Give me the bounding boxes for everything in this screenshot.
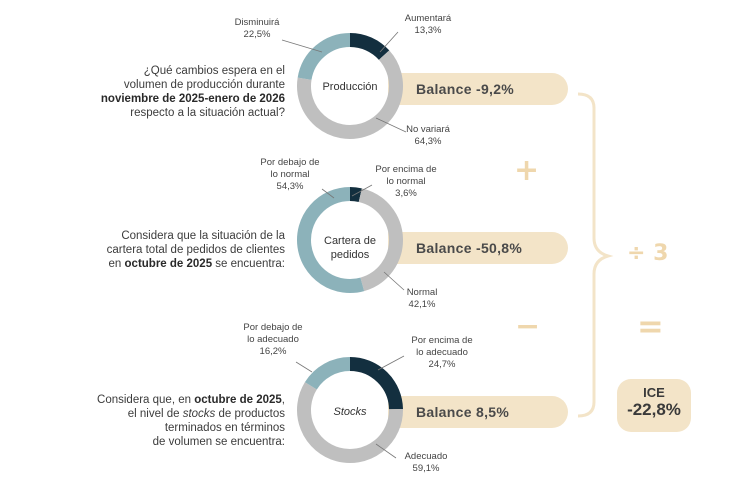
label-normal: Normal 42,1% bbox=[406, 287, 438, 310]
ice-value: -22,8% bbox=[627, 400, 681, 419]
ice-title: ICE bbox=[643, 385, 665, 400]
donut-center-cartera: Cartera de pedidos bbox=[324, 235, 376, 261]
label-encima-adecuado: Por encima de lo adecuado 24,7% bbox=[411, 335, 473, 370]
donut-slice bbox=[358, 188, 403, 292]
label-disminuira: Disminuirá 22,5% bbox=[234, 17, 280, 40]
question-line: cartera total de pedidos de clientes bbox=[106, 244, 285, 256]
question-stocks: Considera que, en octubre de 2025, el niv… bbox=[5, 393, 285, 449]
question-line: ¿Qué cambios espera en el bbox=[143, 65, 285, 77]
leader-line bbox=[321, 188, 335, 199]
leader-line bbox=[375, 117, 407, 133]
donut-slice bbox=[297, 382, 403, 463]
question-line: volumen de producción durante bbox=[123, 79, 285, 91]
question-line: en octubre de 2025 se encuentra: bbox=[108, 258, 285, 270]
label-debajo-adecuado: Por debajo de lo adecuado 16,2% bbox=[243, 322, 303, 357]
leader-line bbox=[351, 184, 373, 197]
equals-sign: = bbox=[637, 307, 664, 345]
label-debajo-normal: Por debajo de lo normal 54,3% bbox=[260, 157, 320, 192]
plus-sign: + bbox=[514, 153, 540, 188]
minus-sign: − bbox=[515, 309, 541, 344]
divide-sign: ÷ 3 bbox=[627, 241, 669, 266]
donut-slice bbox=[304, 357, 351, 390]
balance-bar-cartera: Balance -50,8% bbox=[388, 232, 568, 264]
leader-line bbox=[375, 443, 397, 459]
donut-slice bbox=[297, 33, 351, 81]
question-line: noviembre de 2025-enero de 2026 bbox=[100, 93, 285, 105]
label-aumentara: Aumentará 13,3% bbox=[404, 13, 452, 36]
leader-line bbox=[383, 271, 405, 291]
question-line: Considera que, en octubre de 2025, bbox=[97, 394, 285, 406]
donut-slice bbox=[349, 357, 403, 410]
balance-text: Balance 8,5% bbox=[416, 404, 510, 420]
leader-line bbox=[377, 355, 405, 371]
donut-center-stocks: Stocks bbox=[333, 406, 367, 418]
question-line: respecto a la situación actual? bbox=[130, 107, 285, 119]
question-cartera: Considera que la situación de la cartera … bbox=[5, 229, 285, 271]
leader-line bbox=[295, 361, 313, 373]
question-line: de volumen se encuentra: bbox=[152, 436, 285, 448]
balance-bar-produccion: Balance -9,2% bbox=[388, 73, 568, 105]
question-produccion: ¿Qué cambios espera en el volumen de prod… bbox=[5, 64, 285, 120]
question-line: el nivel de stocks de productos bbox=[127, 408, 285, 420]
label-encima-normal: Por encima de lo normal 3,6% bbox=[375, 164, 437, 199]
question-line: terminados en términos bbox=[164, 422, 285, 434]
curly-brace bbox=[577, 92, 614, 418]
balance-text: Balance -9,2% bbox=[416, 81, 515, 97]
donut-slice bbox=[297, 187, 365, 293]
donut-slice bbox=[349, 33, 390, 61]
ice-result-box: ICE -22,8% bbox=[617, 379, 691, 432]
leader-line bbox=[379, 31, 399, 53]
label-adecuado: Adecuado 59,1% bbox=[404, 451, 448, 474]
label-no-variara: No variará 64,3% bbox=[406, 124, 450, 147]
donut-center-produccion: Producción bbox=[322, 81, 378, 93]
donut-slice bbox=[297, 50, 403, 139]
balance-text: Balance -50,8% bbox=[416, 240, 523, 256]
leader-line bbox=[281, 39, 323, 53]
balance-bar-stocks: Balance 8,5% bbox=[388, 396, 568, 428]
question-line: Considera que la situación de la bbox=[121, 230, 285, 242]
